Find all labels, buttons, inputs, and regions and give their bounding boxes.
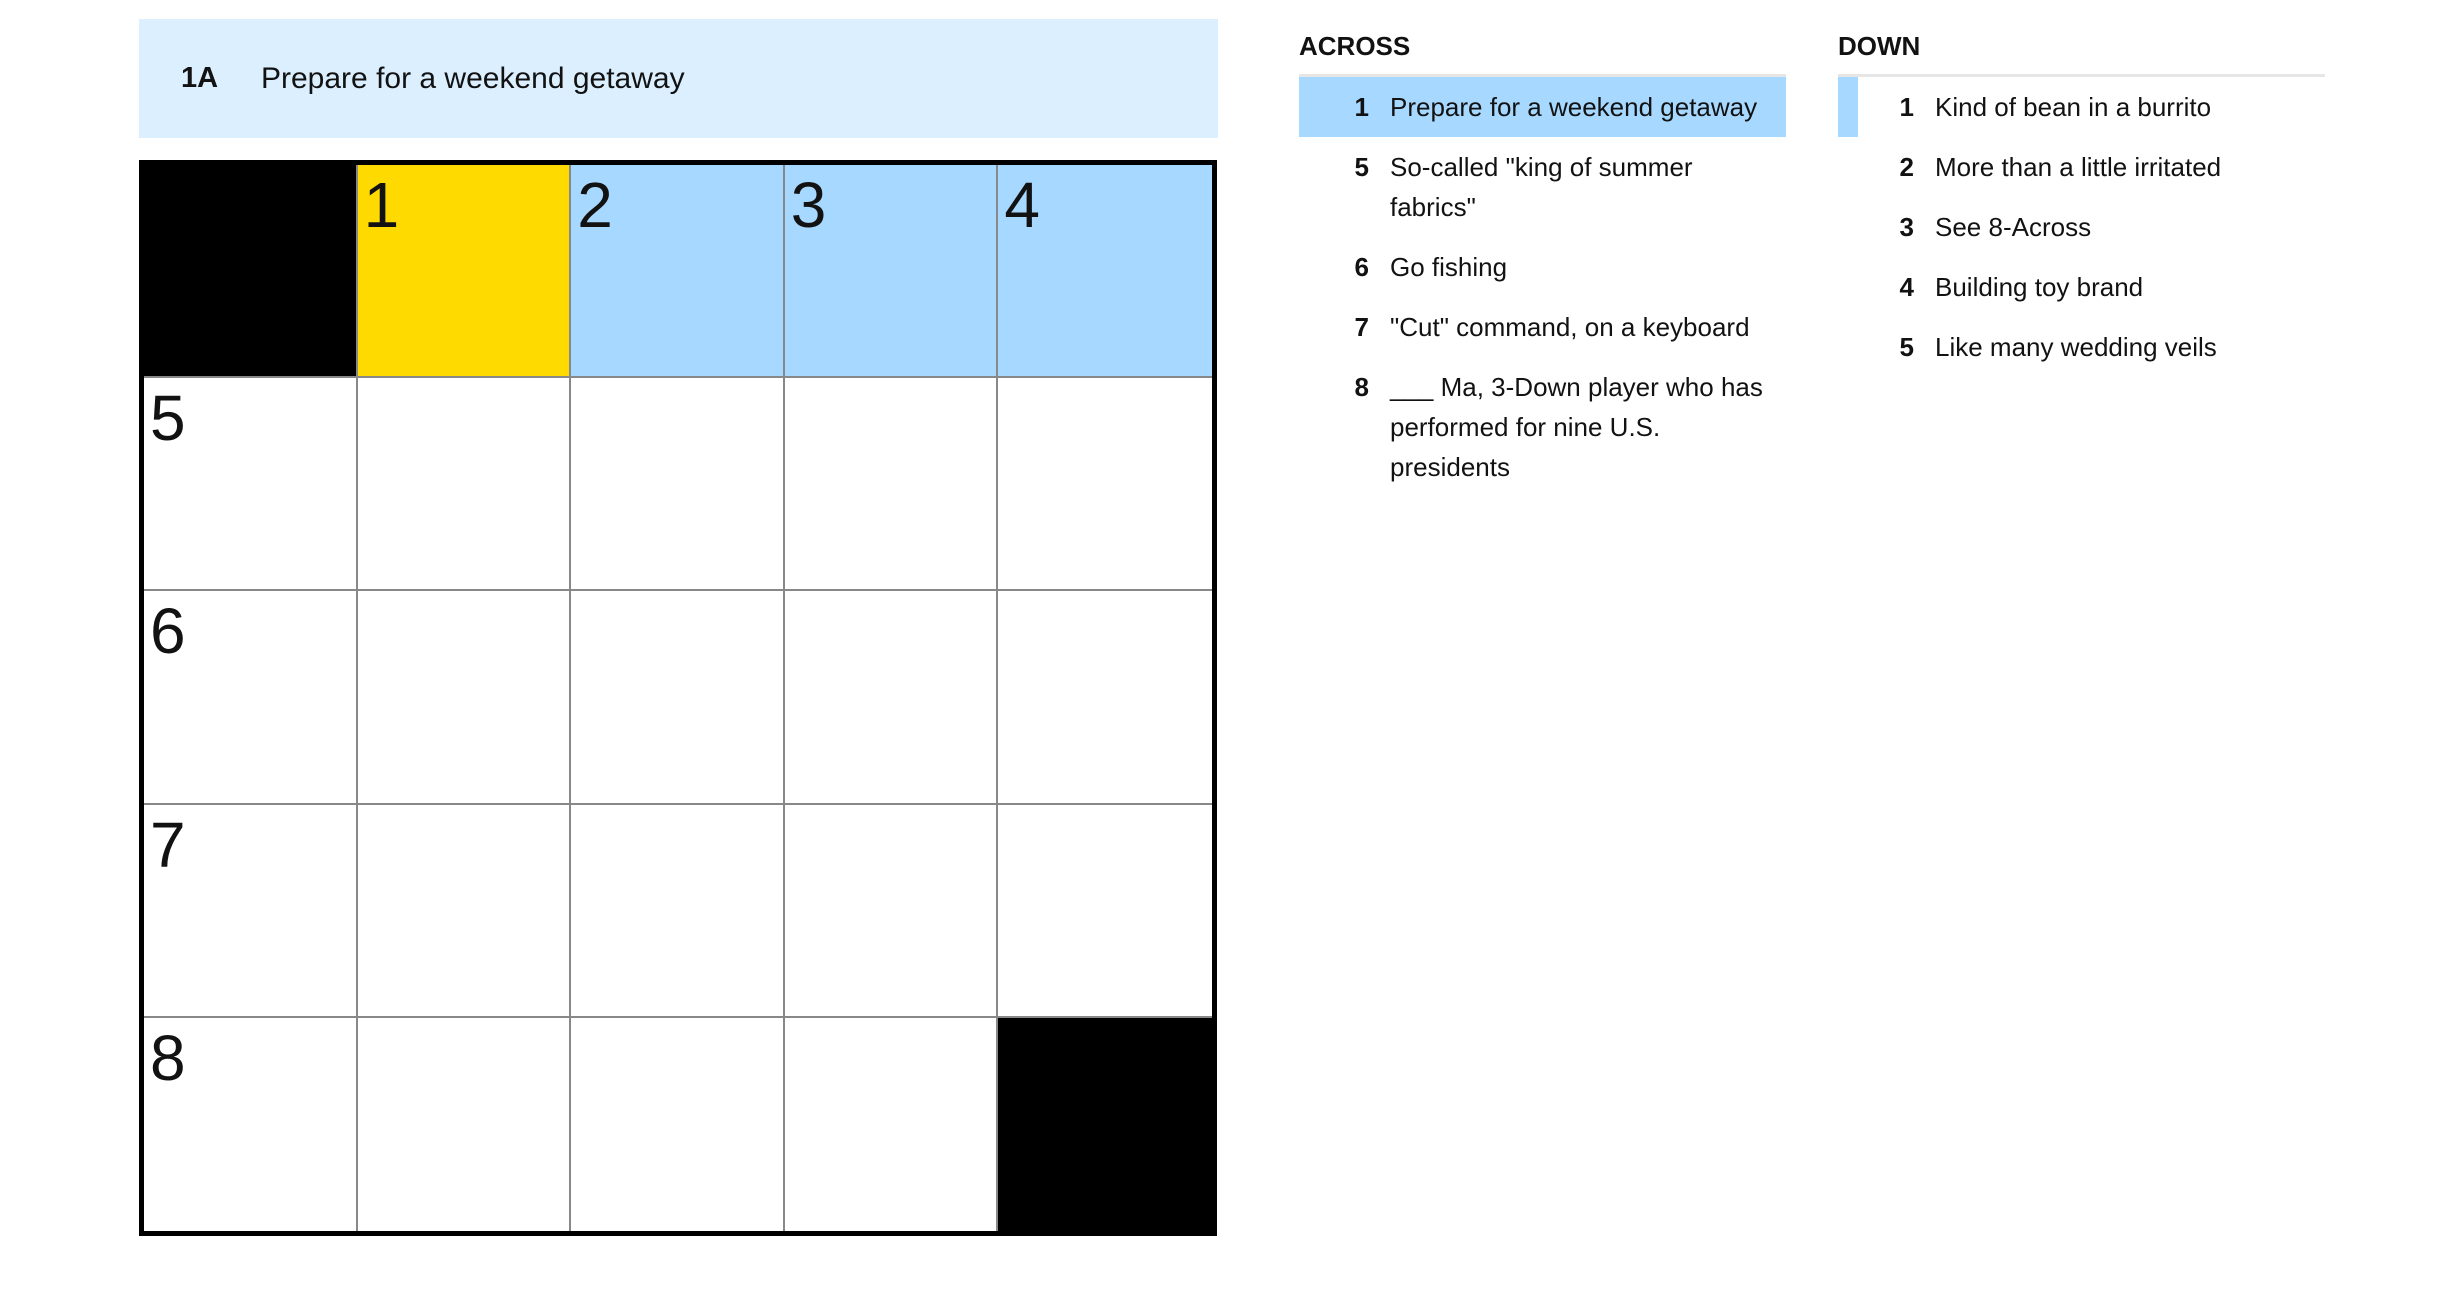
across-clue-8[interactable]: 8 ___ Ma, 3-Down player who has performed…: [1299, 357, 1786, 497]
current-clue-text: Prepare for a weekend getaway: [261, 61, 685, 95]
across-clue-5[interactable]: 5 So-called "king of summer fabrics": [1299, 137, 1786, 237]
down-clue-4[interactable]: 4 Building toy brand: [1838, 257, 2325, 317]
cell-number: 2: [577, 169, 613, 241]
grid-cell[interactable]: [357, 591, 572, 805]
crossword-grid[interactable]: 1 2 3 4 5 6 7 8: [139, 160, 1217, 1236]
clue-text: See 8-Across: [1935, 212, 2092, 242]
grid-cell[interactable]: 2: [571, 165, 785, 379]
black-square: [144, 165, 358, 379]
grid-cell[interactable]: 7: [144, 804, 358, 1018]
grid-cell[interactable]: 3: [784, 165, 999, 379]
cell-number: 4: [1004, 169, 1040, 241]
clue-text: So-called "king of summer fabrics": [1390, 152, 1693, 222]
cell-number: 5: [150, 382, 186, 455]
clue-number: 1: [1899, 92, 1914, 122]
down-heading: DOWN: [1838, 28, 2325, 77]
grid-cell[interactable]: 1: [357, 165, 572, 379]
grid-cell[interactable]: [571, 1017, 785, 1231]
current-clue-label: 1A: [181, 62, 219, 94]
clue-number: 5: [1899, 332, 1914, 362]
grid-cell[interactable]: [998, 804, 1212, 1018]
grid-cell[interactable]: [357, 1017, 572, 1231]
clue-text: Building toy brand: [1935, 272, 2144, 302]
grid-cell[interactable]: [784, 1017, 999, 1231]
clue-text: More than a little irritated: [1935, 152, 2222, 182]
grid-cell[interactable]: [784, 378, 999, 592]
clue-text: Go fishing: [1390, 252, 1508, 282]
clue-text: ___ Ma, 3-Down player who has performed …: [1390, 372, 1763, 482]
grid-cell[interactable]: [784, 591, 999, 805]
grid-cell[interactable]: 8: [144, 1017, 358, 1231]
across-heading: ACROSS: [1299, 28, 1786, 77]
grid-cell[interactable]: [998, 591, 1212, 805]
clue-text: Kind of bean in a burrito: [1935, 92, 2212, 122]
clue-number: 3: [1899, 212, 1914, 242]
across-clue-list: ACROSS 1 Prepare for a weekend getaway 5 So…: [1299, 28, 1786, 497]
across-clue-6[interactable]: 6 Go fishing: [1299, 237, 1786, 297]
clue-number: 6: [1354, 252, 1369, 282]
current-clue-bar: 1A Prepare for a weekend getaway: [139, 19, 1218, 138]
down-clue-1[interactable]: 1 Kind of bean in a burrito: [1838, 77, 2325, 137]
grid-cell[interactable]: [784, 804, 999, 1018]
down-clue-5[interactable]: 5 Like many wedding veils: [1838, 317, 2325, 377]
cell-number: 6: [150, 595, 186, 668]
down-clue-list: DOWN 1 Kind of bean in a burrito 2 More tha…: [1838, 28, 2325, 377]
grid-cell[interactable]: [357, 804, 572, 1018]
clue-number: 4: [1899, 272, 1914, 302]
grid-cell[interactable]: 4: [998, 165, 1212, 379]
clue-number: 1: [1354, 92, 1369, 122]
clue-text: "Cut" command, on a keyboard: [1390, 312, 1750, 342]
cell-number: 7: [150, 808, 186, 881]
clue-number: 2: [1899, 152, 1914, 182]
cell-number: 1: [363, 169, 400, 241]
grid-cell[interactable]: [571, 591, 785, 805]
across-clue-7[interactable]: 7 "Cut" command, on a keyboard: [1299, 297, 1786, 357]
grid-cell[interactable]: [571, 804, 785, 1018]
clue-number: 5: [1354, 152, 1369, 182]
clue-text: Like many wedding veils: [1935, 332, 2217, 362]
grid-cell[interactable]: [571, 378, 785, 592]
black-square: [998, 1017, 1212, 1231]
clue-text: Prepare for a weekend getaway: [1390, 92, 1758, 122]
grid-cell[interactable]: 5: [144, 378, 358, 592]
cell-number: 8: [150, 1021, 186, 1094]
clue-number: 8: [1354, 372, 1369, 402]
down-clue-3[interactable]: 3 See 8-Across: [1838, 197, 2325, 257]
grid-cell[interactable]: [357, 378, 572, 592]
across-clue-1[interactable]: 1 Prepare for a weekend getaway: [1299, 77, 1786, 137]
clue-number: 7: [1354, 312, 1369, 342]
grid-cell[interactable]: 6: [144, 591, 358, 805]
down-clue-2[interactable]: 2 More than a little irritated: [1838, 137, 2325, 197]
grid-cell[interactable]: [998, 378, 1212, 592]
cell-number: 3: [790, 169, 827, 241]
